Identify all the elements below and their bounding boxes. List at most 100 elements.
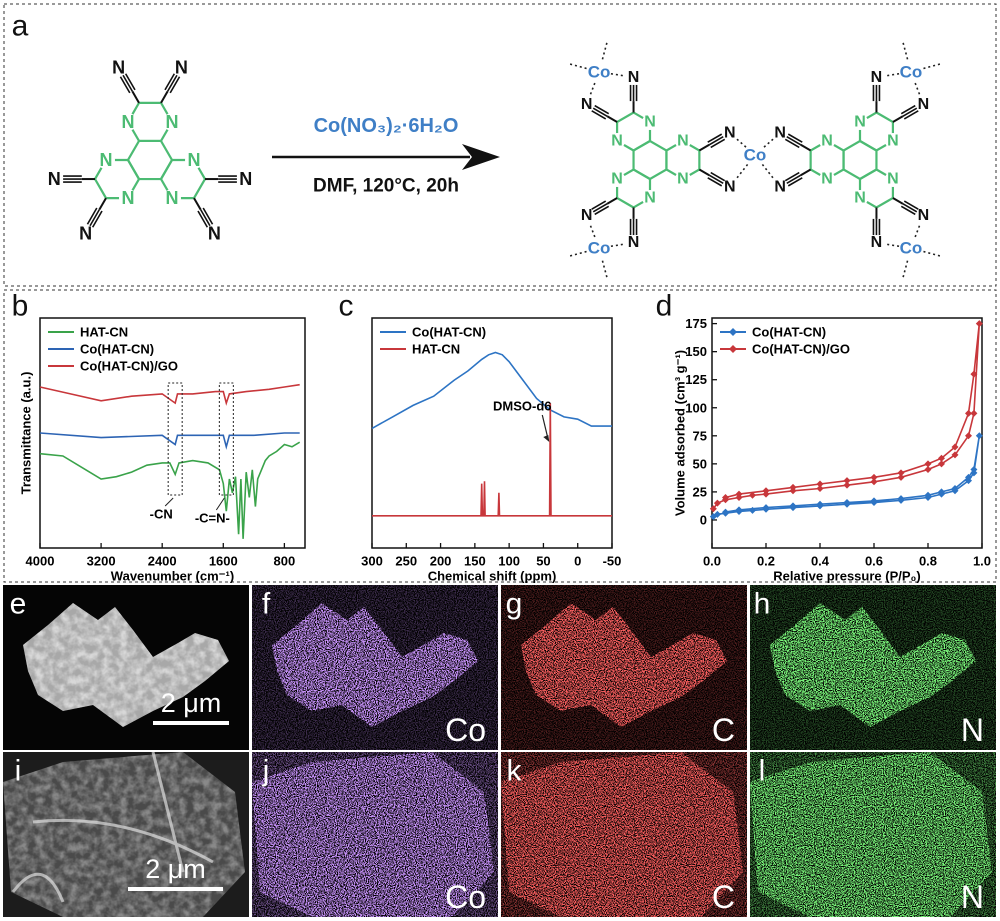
bond — [606, 115, 618, 123]
coordination-bond — [902, 42, 909, 60]
atom-mask — [642, 190, 658, 206]
bond — [800, 143, 812, 152]
ring-atom-label: N — [188, 150, 201, 170]
element-label: C — [712, 879, 735, 915]
atom-mask — [163, 112, 181, 131]
legend-label: Co(HAT-CN) — [752, 325, 826, 340]
data-point — [924, 465, 932, 473]
data-point — [762, 504, 770, 512]
triple-bond — [91, 210, 103, 228]
panel-label: j — [262, 755, 270, 788]
coordination-bond — [601, 42, 608, 60]
data-point — [762, 487, 770, 495]
metal-label: Co — [588, 62, 611, 81]
y-tick-label: 25 — [693, 484, 707, 499]
ring-atom-label: N — [644, 114, 656, 131]
series-line — [39, 383, 300, 406]
data-point — [970, 465, 978, 473]
triple-bond — [900, 205, 916, 216]
data-point — [749, 506, 756, 514]
y-tick-label: 100 — [685, 400, 707, 415]
triple-bond — [707, 177, 723, 187]
triple-bond — [902, 203, 918, 213]
atom-mask — [852, 190, 868, 206]
micrograph: 2 μm — [3, 752, 249, 917]
ring-atom-label: N — [100, 150, 113, 170]
data-point — [965, 473, 972, 481]
x-tick-label: 4000 — [26, 554, 55, 569]
conditions: DMF, 120°C, 20h — [313, 176, 459, 197]
coordination-bond — [589, 82, 596, 97]
coordination-bond — [569, 250, 587, 257]
scale-bar-label: 2 μm — [145, 854, 206, 884]
data-point — [713, 510, 721, 518]
data-point — [938, 488, 945, 496]
coordination-bond — [610, 72, 625, 77]
arrow-head — [543, 435, 550, 442]
data-point — [951, 485, 959, 493]
coordination-bond — [885, 72, 900, 77]
ring-atom-label: N — [854, 114, 866, 131]
panel-label: a — [12, 10, 29, 43]
element-label: C — [712, 712, 735, 748]
coordination-bond — [601, 260, 608, 278]
triple-bond — [197, 210, 209, 228]
legend-label: Co(HAT-CN)/GO — [80, 359, 178, 374]
ring-atom-label: N — [611, 133, 623, 150]
triple-bond — [89, 209, 101, 227]
atom-label: N — [628, 234, 640, 251]
annotation-box — [167, 382, 183, 496]
data-point — [735, 506, 743, 514]
bond — [698, 143, 710, 152]
annotation-arrow — [164, 497, 174, 507]
data-point — [870, 497, 878, 505]
ring-atom-label: N — [677, 171, 689, 188]
data-point — [789, 483, 797, 491]
triple-bond — [199, 209, 211, 227]
atom-label: N — [239, 169, 252, 189]
triple-bond — [903, 200, 919, 210]
coordination-bond — [923, 63, 941, 70]
ring-atom-label: N — [887, 171, 899, 188]
atom-label: N — [79, 223, 92, 243]
data-point — [951, 443, 959, 451]
x-tick-label: 50 — [536, 554, 550, 569]
triple-bond — [594, 104, 610, 115]
triple-bond — [708, 136, 724, 146]
triple-bond — [708, 174, 724, 184]
triple-bond — [591, 200, 607, 210]
triple-bond — [202, 207, 214, 225]
coordination-bond — [736, 138, 747, 148]
data-point — [713, 499, 721, 507]
x-tick-label: 250 — [395, 554, 417, 569]
element-label: Co — [445, 712, 486, 748]
legend-label: Co(HAT-CN) — [412, 325, 486, 340]
x-tick-label: 200 — [430, 554, 452, 569]
atom-label: N — [581, 96, 593, 113]
data-point — [816, 480, 824, 488]
ring-atom-label: N — [854, 190, 866, 207]
dense-signal — [501, 752, 743, 917]
x-tick-label: 0.0 — [703, 554, 721, 569]
triple-bond — [710, 171, 726, 182]
coordination-bond — [734, 163, 749, 181]
data-point — [938, 454, 945, 462]
particle-texture — [3, 752, 245, 917]
x-tick-label: -50 — [603, 554, 622, 569]
triple-bond — [119, 76, 131, 94]
dense-signal — [252, 752, 494, 917]
panel-label: d — [656, 290, 673, 323]
atom-label: N — [628, 69, 640, 86]
element-label: N — [961, 712, 984, 748]
x-tick-label: 2400 — [148, 554, 177, 569]
ring-atom-label: N — [644, 190, 656, 207]
panel-label: f — [262, 588, 271, 621]
bond — [800, 168, 812, 177]
micrograph: C — [501, 752, 747, 917]
series-line — [371, 351, 612, 430]
triple-bond — [124, 73, 136, 91]
coordination-bond — [914, 223, 921, 238]
ring-atom-label: N — [166, 188, 179, 208]
x-axis-label: Wavenumber (cm⁻¹) — [111, 569, 234, 584]
triple-bond — [900, 104, 916, 115]
